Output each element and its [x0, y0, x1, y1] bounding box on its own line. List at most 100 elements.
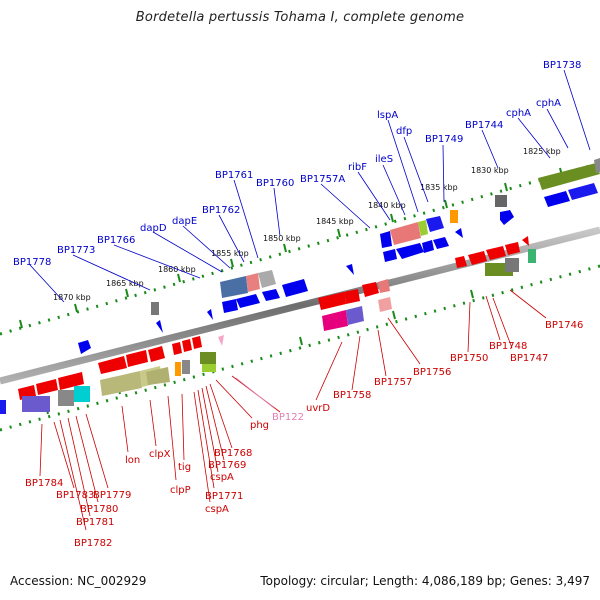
gene-label: lspA: [377, 110, 398, 121]
gene-label: cphA: [506, 108, 531, 119]
gene-block: [528, 249, 536, 263]
scale-label: 1825 kbp: [523, 147, 561, 156]
gene-arrow: [505, 242, 520, 255]
gene-label: BP1748: [489, 341, 527, 352]
gene-label: BP1769: [208, 460, 246, 471]
genome-summary-text: Topology: circular; Length: 4,086,189 bp…: [260, 574, 590, 588]
gene-label: tig: [178, 462, 191, 473]
gene-arrow: [346, 306, 364, 325]
gene-arrow: [346, 264, 354, 275]
gene-arrow: [322, 310, 348, 331]
gene-arrow: [418, 220, 428, 236]
gene-block: [151, 302, 159, 315]
gene-label: cspA: [205, 504, 229, 515]
gene-arrow: [246, 273, 260, 292]
gene-arrow: [380, 231, 392, 248]
gene-arrow: [433, 237, 449, 249]
gene-arrow: [207, 309, 213, 320]
gene-label: BP1762: [202, 205, 240, 216]
gene-arrow: [362, 282, 379, 297]
gene-arrow: [522, 236, 529, 246]
scale-label: 1870 kbp: [53, 293, 91, 302]
gene-label: cspA: [210, 472, 234, 483]
gene-label: BP1749: [425, 134, 463, 145]
gene-label: BP1738: [543, 60, 581, 71]
gene-arrow: [156, 320, 163, 333]
gene-arrow: [378, 297, 392, 312]
map-title: Bordetella pertussis Tohama I, complete …: [135, 10, 465, 25]
scale-label: 1855 kbp: [211, 249, 249, 258]
gene-arrow: [544, 191, 570, 207]
gene-arrow: [220, 276, 248, 298]
gene-arrow: [538, 163, 600, 190]
gene-arrow: [126, 350, 148, 367]
gene-label: BP1768: [214, 448, 252, 459]
gene-label: dfp: [396, 126, 412, 137]
gene-label-pseudo: BP122: [272, 412, 304, 423]
gene-label: BP1781: [76, 517, 114, 528]
gene-label: ribF: [348, 162, 367, 173]
gene-arrow: [344, 289, 360, 304]
gene-arrow: [396, 243, 424, 259]
gene-arrow: [58, 372, 84, 390]
gene-arrow: [222, 299, 238, 313]
scale-label: 1845 kbp: [316, 217, 354, 226]
gene-arrow: [182, 339, 192, 352]
gene-label: BP1771: [205, 491, 243, 502]
upper-leader-lines: [29, 69, 591, 303]
accession-text: Accession: NC_002929: [10, 574, 147, 588]
gene-label: BP1744: [465, 120, 503, 131]
gene-label: uvrD: [306, 403, 330, 414]
gene-label: BP1757: [374, 377, 412, 388]
gene-arrow: [282, 279, 308, 297]
gene-arrow: [262, 289, 280, 301]
scale-label: 1840 kbp: [368, 201, 406, 210]
gene-label: BP1747: [510, 353, 548, 364]
gene-label: BP1760: [256, 178, 294, 189]
gene-arrow: [192, 336, 202, 349]
gene-block: [182, 360, 190, 374]
gene-arrow: [172, 342, 182, 355]
gene-arrow: [146, 367, 170, 385]
gene-arrow: [98, 356, 127, 374]
gene-block: [495, 195, 507, 207]
gene-block: [200, 352, 216, 364]
upper-strand-genes: [78, 158, 600, 354]
gene-arrow: [78, 340, 91, 354]
gene-arrow: [468, 251, 487, 265]
gene-arrow: [455, 256, 467, 268]
gene-label: BP1750: [450, 353, 488, 364]
gene-label: BP1746: [545, 320, 583, 331]
gene-arrow: [594, 158, 600, 173]
gene-label: clpP: [170, 485, 191, 496]
gene-label: BP1783: [56, 490, 94, 501]
gene-arrow: [218, 335, 224, 346]
gene-arrow: [148, 346, 165, 362]
gene-arrow: [390, 222, 421, 245]
gene-arrow: [500, 210, 514, 225]
gene-label: BP1778: [13, 257, 51, 268]
gene-label: ileS: [375, 154, 393, 165]
gene-label: clpX: [149, 449, 171, 460]
gene-label: BP1756: [413, 367, 451, 378]
gene-arrow: [426, 216, 444, 232]
gene-label: BP1784: [25, 478, 63, 489]
gene-arrow: [486, 246, 506, 260]
lower-tick-ring: [0, 264, 600, 432]
gene-label: BP1757A: [300, 174, 345, 185]
gene-block: [22, 396, 50, 412]
gene-label: BP1780: [80, 504, 118, 515]
gene-label: cphA: [536, 98, 561, 109]
scale-label: 1850 kbp: [263, 234, 301, 243]
gene-label: BP1766: [97, 235, 135, 246]
gene-label: phg: [250, 420, 269, 431]
gene-label: BP1758: [333, 390, 371, 401]
gene-arrow: [378, 279, 390, 293]
upper-tick-ring: [0, 161, 600, 336]
gene-block: [0, 400, 6, 414]
gene-arrow: [568, 183, 598, 200]
gene-label: BP1761: [215, 170, 253, 181]
scale-label: 1865 kbp: [106, 279, 144, 288]
gene-arrow: [318, 292, 346, 310]
